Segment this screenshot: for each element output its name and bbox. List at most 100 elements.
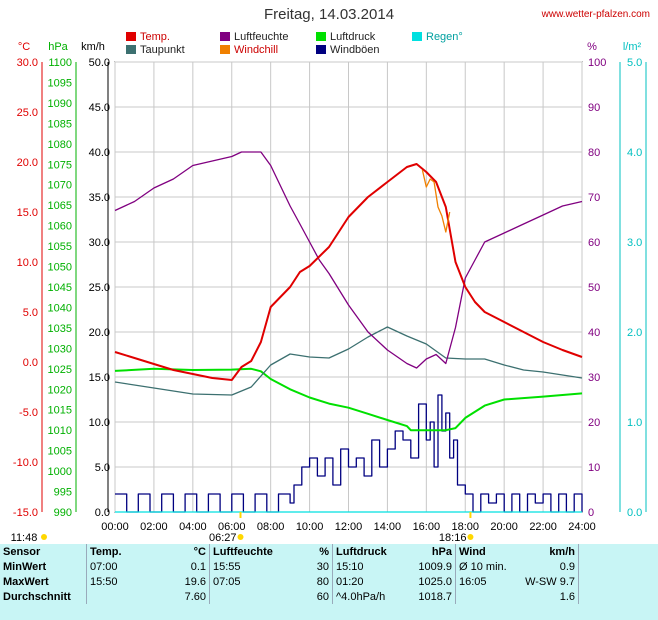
sun-daylength: 11:48 [11, 532, 38, 544]
axis-unit-humidity: % [587, 41, 597, 53]
stats-temp-value: 0.1 [153, 559, 210, 574]
tick-label-temp: 30.0 [17, 57, 38, 69]
legend-swatch [126, 45, 136, 54]
tick-label-wind: 0.0 [95, 507, 110, 519]
tick-label-time: 18:00 [451, 521, 479, 533]
chart-title: Freitag, 14.03.2014 [263, 6, 395, 23]
tick-label-wind: 15.0 [89, 372, 110, 384]
tick-label-pressure: 1095 [48, 77, 72, 89]
tick-label-pressure: 1050 [48, 262, 72, 274]
stats-humidity-time: 15:55 [213, 560, 241, 573]
series-line-windchill [421, 169, 451, 233]
legend-label: Regen° [426, 31, 463, 43]
tick-label-pressure: 1020 [48, 384, 72, 396]
tick-label-time: 16:00 [413, 521, 441, 533]
stats-pressure-value: 1025.0 [409, 574, 456, 589]
tick-label-time: 14:00 [374, 521, 402, 533]
tick-label-pressure: 1040 [48, 302, 72, 314]
tick-label-humidity: 100 [588, 57, 606, 69]
tick-label-temp: 5.0 [23, 307, 38, 319]
stats-temp-value: 7.60 [153, 589, 210, 604]
stats-wind-max: 9.7 [559, 575, 575, 588]
tick-label-time: 12:00 [335, 521, 363, 533]
legend-item: Windchill [220, 44, 278, 56]
tick-label-humidity: 20 [588, 417, 600, 429]
tick-label-temp: 15.0 [17, 207, 38, 219]
tick-label-wind: 35.0 [89, 192, 110, 204]
tick-label-pressure: 990 [54, 507, 72, 519]
legend-label: Temp. [140, 31, 170, 43]
legend-item: Temp. [126, 31, 170, 43]
stats-header-pressure-unit: hPa [409, 544, 456, 559]
tick-label-time: 08:00 [257, 521, 285, 533]
stats-wind-direction: W-SW [525, 575, 557, 588]
stats-humidity-time [210, 589, 297, 604]
tick-label-wind: 5.0 [95, 462, 110, 474]
tick-label-wind: 30.0 [89, 237, 110, 249]
tick-label-time: 20:00 [490, 521, 518, 533]
legend-label: Luftfeuchte [234, 31, 289, 43]
stats-label: MinWert [0, 559, 87, 574]
sunrise-icon [237, 534, 244, 540]
legend-label: Luftdruck [330, 31, 376, 43]
legend-swatch [316, 45, 326, 54]
tick-label-pressure: 1090 [48, 98, 72, 110]
stats-humidity-value: 30 [296, 559, 333, 574]
legend-swatch [412, 32, 422, 41]
series-line-luftfeuchte [114, 151, 583, 369]
stats-panel: Sensor Temp. °C Luftfeuchte % Luftdruck … [0, 544, 658, 620]
tick-label-pressure: 1055 [48, 241, 72, 253]
tick-label-time: 02:00 [140, 521, 168, 533]
tick-label-humidity: 80 [588, 147, 600, 159]
tick-label-wind: 10.0 [89, 417, 110, 429]
site-link[interactable]: www.wetter-pfalzen.com [541, 9, 650, 20]
stats-row-avg: Durchschnitt 7.60 60 ^4.0hPa/h 1018.7 1.… [0, 589, 579, 604]
legend-swatch [316, 32, 326, 41]
tick-label-temp: -15.0 [13, 507, 38, 519]
stats-wind-time [456, 589, 518, 604]
tick-label-humidity: 70 [588, 192, 600, 204]
tick-label-humidity: 40 [588, 327, 600, 339]
stats-header-wind: Wind [459, 545, 486, 558]
tick-label-wind: 40.0 [89, 147, 110, 159]
tick-label-temp: 25.0 [17, 107, 38, 119]
axis-unit-temp: °C [18, 41, 30, 53]
tick-label-pressure: 1005 [48, 446, 72, 458]
legend-item: Windböen [316, 44, 380, 56]
series-line-taupunkt [114, 326, 583, 396]
stats-header-pressure: Luftdruck [336, 545, 387, 558]
stats-header-temp: Temp. [90, 545, 122, 558]
tick-label-rain: 0.0 [627, 507, 642, 519]
stats-temp-value: 19.6 [153, 574, 210, 589]
tick-label-wind: 45.0 [89, 102, 110, 114]
legend-label: Windböen [330, 44, 380, 56]
stats-pressure-time: 15:10 [336, 560, 364, 573]
tick-label-pressure: 1070 [48, 180, 72, 192]
legend-item: Taupunkt [126, 44, 185, 56]
tick-label-pressure: 1000 [48, 466, 72, 478]
legend-item: Regen° [412, 31, 463, 43]
stats-wind-time: Ø 10 min. [459, 560, 507, 573]
stats-temp-time [87, 589, 154, 604]
stats-humidity-value: 60 [296, 589, 333, 604]
tick-label-temp: -5.0 [19, 407, 38, 419]
tick-label-time: 24:00 [568, 521, 596, 533]
stats-humidity-time: 07:05 [213, 575, 241, 588]
tick-label-humidity: 50 [588, 282, 600, 294]
stats-header-temp-unit: °C [153, 544, 210, 559]
legend-swatch [220, 32, 230, 41]
tick-label-pressure: 1080 [48, 139, 72, 151]
legend-swatch [220, 45, 230, 54]
axis-unit-pressure: hPa [48, 41, 68, 53]
tick-label-wind: 25.0 [89, 282, 110, 294]
tick-label-pressure: 1100 [48, 57, 72, 69]
legend-label: Taupunkt [140, 44, 185, 56]
stats-header-row: Sensor Temp. °C Luftfeuchte % Luftdruck … [0, 544, 579, 559]
tick-label-pressure: 995 [54, 487, 72, 499]
tick-label-time: 00:00 [101, 521, 129, 533]
tick-label-humidity: 0 [588, 507, 594, 519]
tick-label-pressure: 1065 [48, 200, 72, 212]
tick-label-pressure: 1060 [48, 221, 72, 233]
stats-header-humidity: Luftfeuchte [213, 545, 273, 558]
stats-header-sensor: Sensor [0, 544, 87, 559]
